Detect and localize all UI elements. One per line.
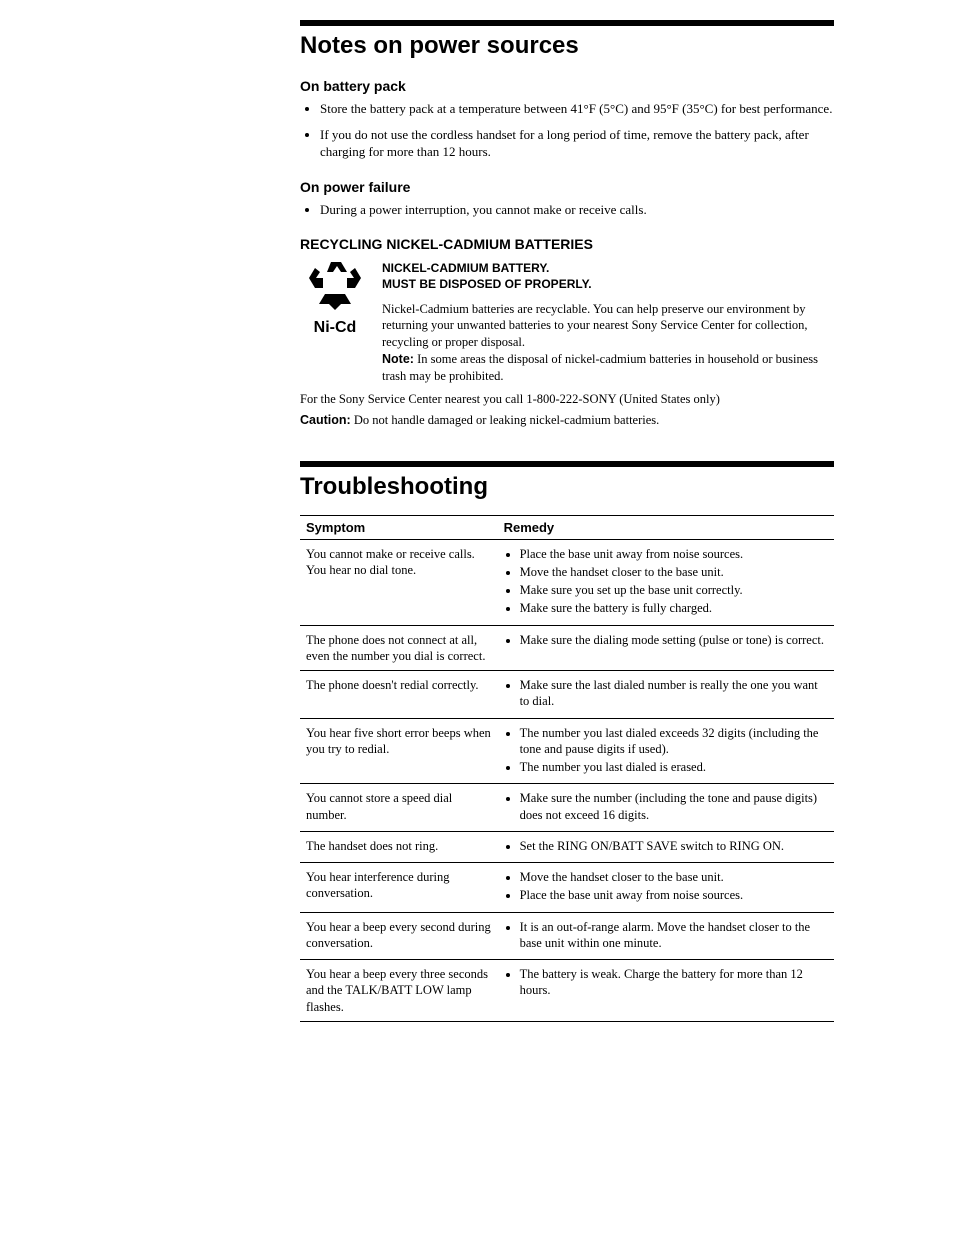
failure-list: During a power interruption, you cannot … (300, 201, 834, 219)
remedy-cell: Make sure the number (including the tone… (498, 784, 834, 832)
symptom-cell: You cannot store a speed dial number. (300, 784, 498, 832)
symptom-cell: The phone does not connect at all, even … (300, 625, 498, 671)
symptom-cell: You hear a beep every second during conv… (300, 912, 498, 960)
recycling-text: NICKEL-CADMIUM BATTERY. MUST BE DISPOSED… (382, 260, 834, 385)
table-row: You cannot store a speed dial number. Mak… (300, 784, 834, 832)
caution-line: Caution: Do not handle damaged or leakin… (300, 412, 834, 429)
caution-body: Do not handle damaged or leaking nickel-… (354, 413, 659, 427)
note-label: Note: (382, 352, 414, 366)
list-item: Make sure the last dialed number is real… (520, 677, 828, 710)
section-rule (300, 461, 834, 467)
section-title: Troubleshooting (300, 473, 834, 501)
column-header: Symptom (300, 515, 498, 539)
list-item: Store the battery pack at a temperature … (320, 100, 834, 118)
remedy-list: The number you last dialed exceeds 32 di… (504, 725, 828, 776)
symptom-cell: You hear interference during conversatio… (300, 863, 498, 913)
remedy-cell: The battery is weak. Charge the battery … (498, 960, 834, 1022)
document-page: Notes on power sources On battery pack S… (0, 0, 954, 1062)
remedy-cell: Make sure the last dialed number is real… (498, 671, 834, 719)
list-item: During a power interruption, you cannot … (320, 201, 834, 219)
table-row: The phone doesn't redial correctly. Make … (300, 671, 834, 719)
list-item: Make sure the number (including the tone… (520, 790, 828, 823)
section-rule (300, 20, 834, 26)
remedy-cell: Move the handset closer to the base unit… (498, 863, 834, 913)
symptom-cell: You hear five short error beeps when you… (300, 718, 498, 784)
section-title: Notes on power sources (300, 32, 834, 60)
recycle-icon-block: Ni-Cd (300, 260, 370, 385)
list-item: Make sure the dialing mode setting (puls… (520, 632, 828, 648)
list-item: The battery is weak. Charge the battery … (520, 966, 828, 999)
caution-label: Caution: (300, 413, 351, 427)
service-center-line: For the Sony Service Center nearest you … (300, 391, 834, 408)
battery-list: Store the battery pack at a temperature … (300, 100, 834, 161)
remedy-list: Make sure the number (including the tone… (504, 790, 828, 823)
recycling-note: Note: In some areas the disposal of nick… (382, 351, 834, 385)
table-row: You hear five short error beeps when you… (300, 718, 834, 784)
table-row: You hear a beep every second during conv… (300, 912, 834, 960)
remedy-list: It is an out-of-range alarm. Move the ha… (504, 919, 828, 952)
note-body: In some areas the disposal of nickel-cad… (382, 352, 818, 383)
list-item: Move the handset closer to the base unit… (520, 869, 828, 885)
symptom-cell: You hear a beep every three seconds and … (300, 960, 498, 1022)
remedy-cell: Place the base unit away from noise sour… (498, 539, 834, 625)
list-item: The number you last dialed is erased. (520, 759, 828, 775)
remedy-cell: Set the RING ON/BATT SAVE switch to RING… (498, 831, 834, 862)
recycling-body: Nickel-Cadmium batteries are recyclable.… (382, 301, 834, 352)
list-item: Make sure the battery is fully charged. (520, 600, 828, 616)
subheading-battery: On battery pack (300, 78, 834, 94)
remedy-cell: Make sure the dialing mode setting (puls… (498, 625, 834, 671)
remedy-list: The battery is weak. Charge the battery … (504, 966, 828, 999)
symptom-cell: The phone doesn't redial correctly. (300, 671, 498, 719)
symptom-cell: The handset does not ring. (300, 831, 498, 862)
troubleshooting-table: Symptom Remedy You cannot make or receiv… (300, 515, 834, 1022)
ni-cd-label: Ni-Cd (300, 319, 370, 337)
list-item: Move the handset closer to the base unit… (520, 564, 828, 580)
remedy-list: Move the handset closer to the base unit… (504, 869, 828, 904)
remedy-cell: The number you last dialed exceeds 32 di… (498, 718, 834, 784)
remedy-list: Make sure the last dialed number is real… (504, 677, 828, 710)
symptom-cell: You cannot make or receive calls.You hea… (300, 539, 498, 625)
recycle-icon (307, 260, 363, 310)
table-row: The handset does not ring. Set the RING O… (300, 831, 834, 862)
column-header: Remedy (498, 515, 834, 539)
remedy-list: Set the RING ON/BATT SAVE switch to RING… (504, 838, 828, 854)
table-row: You hear interference during conversatio… (300, 863, 834, 913)
list-item: If you do not use the cordless handset f… (320, 126, 834, 161)
table-row: The phone does not connect at all, even … (300, 625, 834, 671)
remedy-cell: It is an out-of-range alarm. Move the ha… (498, 912, 834, 960)
recycling-bold-1: NICKEL-CADMIUM BATTERY. (382, 260, 834, 276)
list-item: Set the RING ON/BATT SAVE switch to RING… (520, 838, 828, 854)
recycling-bold-2: MUST BE DISPOSED OF PROPERLY. (382, 276, 834, 292)
remedy-list: Place the base unit away from noise sour… (504, 546, 828, 617)
list-item: The number you last dialed exceeds 32 di… (520, 725, 828, 758)
list-item: Make sure you set up the base unit corre… (520, 582, 828, 598)
table-row: You hear a beep every three seconds and … (300, 960, 834, 1022)
table-header-row: Symptom Remedy (300, 515, 834, 539)
list-item: It is an out-of-range alarm. Move the ha… (520, 919, 828, 952)
remedy-list: Make sure the dialing mode setting (puls… (504, 632, 828, 648)
subheading-failure: On power failure (300, 179, 834, 195)
list-item: Place the base unit away from noise sour… (520, 887, 828, 903)
subheading-recycling: RECYCLING NICKEL-CADMIUM BATTERIES (300, 236, 834, 252)
recycling-block: Ni-Cd NICKEL-CADMIUM BATTERY. MUST BE DI… (300, 260, 834, 385)
list-item: Place the base unit away from noise sour… (520, 546, 828, 562)
table-row: You cannot make or receive calls.You hea… (300, 539, 834, 625)
